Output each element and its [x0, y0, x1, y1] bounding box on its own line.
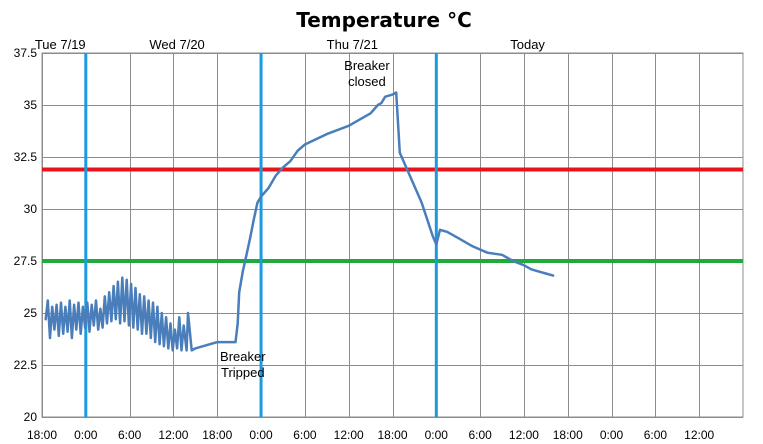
chart-title: Temperature °C	[296, 8, 472, 32]
x-tick-label-14: 6:00	[644, 428, 668, 442]
x-tick-label-1: 0:00	[74, 428, 98, 442]
y-tick-label-0: 20	[24, 410, 38, 424]
y-tick-label-5: 32.5	[14, 150, 38, 164]
x-tick-label-9: 0:00	[425, 428, 449, 442]
x-tick-label-13: 0:00	[600, 428, 624, 442]
x-tick-label-8: 18:00	[377, 428, 407, 442]
y-tick-label-1: 22.5	[14, 358, 38, 372]
grid-lines	[41, 52, 744, 418]
x-tick-label-11: 12:00	[509, 428, 539, 442]
x-tick-label-6: 6:00	[293, 428, 317, 442]
plot-area-border	[41, 52, 744, 418]
x-tick-label-15: 12:00	[684, 428, 714, 442]
day-label-0: Tue 7/19	[35, 37, 86, 52]
annotation-1-line-0: Breaker	[344, 58, 390, 73]
annotation-0-line-1: Tripped	[221, 365, 265, 380]
x-tick-label-0: 18:00	[27, 428, 57, 442]
x-tick-label-2: 6:00	[118, 428, 142, 442]
x-axis-ticks: 18:00 0:00 6:00 12:00 18:00 0:00 6:00 12:00 18:0…	[27, 428, 715, 442]
series-group	[44, 91, 555, 352]
x-tick-label-3: 12:00	[158, 428, 188, 442]
annotation-1-line-1: closed	[348, 74, 386, 89]
y-tick-label-6: 35	[24, 98, 38, 112]
y-tick-label-2: 25	[24, 306, 38, 320]
y-tick-label-3: 27.5	[14, 254, 38, 268]
y-axis-ticks: 20 22.5 25 27.5 30 32.5 35 37.5	[14, 46, 38, 424]
x-tick-label-10: 6:00	[468, 428, 492, 442]
y-tick-label-4: 30	[24, 202, 38, 216]
threshold-lines	[42, 167, 743, 263]
annotation-0-line-0: Breaker	[220, 349, 266, 364]
x-tick-label-7: 12:00	[334, 428, 364, 442]
day-boundary-lines	[84, 53, 438, 417]
day-label-1: Wed 7/20	[149, 37, 204, 52]
day-label-2: Thu 7/21	[327, 37, 378, 52]
temperature-series-line-0	[44, 91, 555, 352]
x-tick-label-5: 0:00	[249, 428, 273, 442]
day-labels: Tue 7/19 Wed 7/20 Thu 7/21 Today	[35, 37, 546, 52]
x-tick-label-4: 18:00	[202, 428, 232, 442]
x-tick-label-12: 18:00	[553, 428, 583, 442]
y-tick-label-7: 37.5	[14, 46, 38, 60]
day-label-3: Today	[510, 37, 545, 52]
